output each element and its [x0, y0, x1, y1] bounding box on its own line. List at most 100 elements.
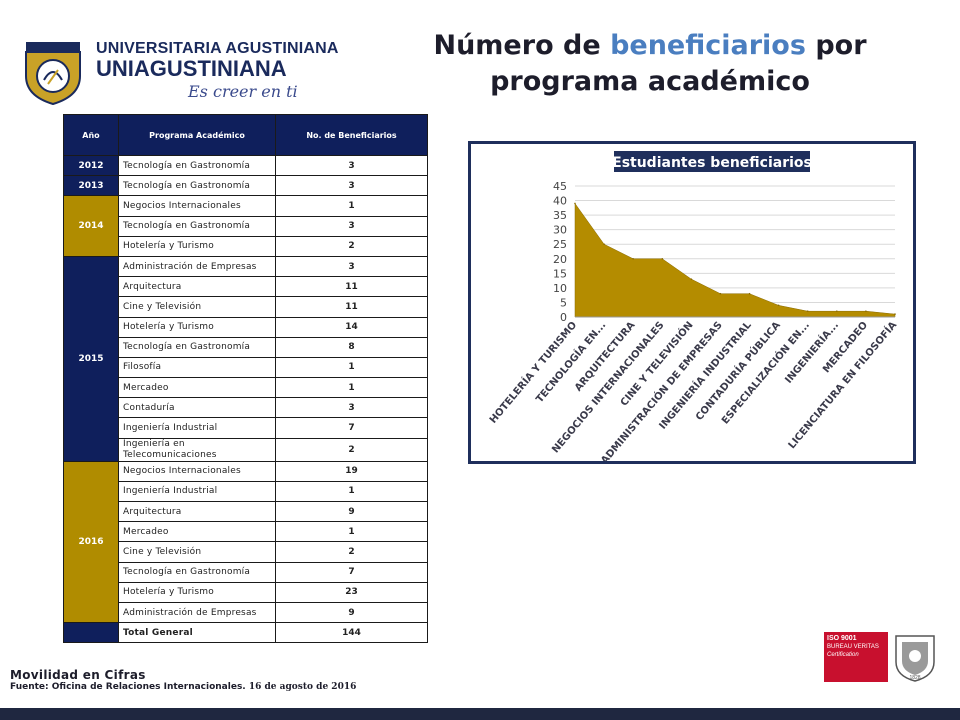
table-row: Contaduría 3 [64, 397, 428, 419]
program-cell: Tecnología en Gastronomía [118, 215, 276, 237]
table-row: 2016 Negocios Internacionales 19 [63, 460, 428, 624]
title-pre: Número de [433, 30, 611, 61]
table-row: Filosofía 1 [64, 356, 428, 379]
table-row: Arquitectura 11 [64, 276, 428, 298]
count-cell: 9 [275, 500, 428, 523]
table-row: Ingeniería Industrial 7 [64, 417, 428, 439]
table-row: 2013 Tecnología en Gastronomía 3 [63, 175, 428, 197]
movilidad-label: Movilidad en Cifras [10, 668, 146, 682]
count-cell: 2 [275, 437, 428, 462]
data-point [777, 304, 780, 307]
program-cell: Arquitectura [118, 500, 276, 523]
data-point [894, 313, 896, 315]
y-tick-label: 40 [553, 195, 567, 208]
shield-icon [25, 42, 81, 106]
year-cell: 2013 [63, 175, 119, 197]
program-cell: Arquitectura [118, 276, 276, 298]
year-cell: 2015 [63, 255, 119, 462]
data-point [661, 257, 664, 260]
area-chart: Estudiantes beneficiarios051015202530354… [486, 151, 899, 461]
program-cell: Administración de Empresas [118, 255, 276, 278]
count-cell: 11 [275, 276, 428, 298]
count-cell: 3 [275, 397, 428, 419]
beneficiaries-table: Año Programa Académico No. de Beneficiar… [63, 114, 428, 644]
table-row: Arquitectura 9 [64, 500, 428, 523]
area-series [574, 202, 896, 318]
program-cell: Ingeniería Industrial [118, 480, 276, 503]
program-cell: Mercadeo [118, 521, 276, 543]
table-row: 2014 Negocios Internacionales 1 [63, 195, 428, 257]
count-cell: 14 [275, 316, 428, 338]
count-cell: 1 [275, 356, 428, 379]
program-cell: Filosofía [118, 356, 276, 379]
data-point [603, 243, 605, 246]
program-cell: Tecnología en Gastronomía [118, 336, 276, 358]
table-row: Hotelería y Turismo 2 [64, 235, 428, 257]
table-row: Cine y Televisión 11 [64, 296, 428, 318]
university-logo: UNIVERSITARIA AGUSTINIANA UNIAGUSTINIANA… [20, 40, 338, 110]
y-tick-label: 5 [560, 296, 567, 309]
count-cell: 3 [275, 215, 428, 237]
data-point [574, 202, 576, 205]
count-cell: 3 [275, 255, 428, 278]
total-label: Total General [118, 622, 276, 644]
bureau-veritas-seal-icon: 1828 [895, 635, 935, 682]
program-cell: Tecnología en Gastronomía [118, 175, 276, 197]
y-tick-label: 15 [553, 267, 567, 280]
university-tagline: Es creer en ti [188, 82, 298, 101]
count-cell: 1 [275, 521, 428, 543]
table-row: Ingeniería Industrial 1 [64, 480, 428, 503]
program-cell: Hotelería y Turismo [118, 581, 276, 603]
title-line2: programa académico [490, 66, 810, 97]
certification-badge: ISO 9001 BUREAU VERITAS Certification 18… [824, 632, 936, 682]
data-point [865, 310, 867, 312]
page-title: Número de beneficiarios por programa aca… [390, 28, 910, 100]
count-cell: 7 [275, 561, 428, 583]
program-cell: Contaduría [118, 397, 276, 419]
data-point [632, 257, 634, 260]
program-cell: Hotelería y Turismo [118, 316, 276, 338]
y-tick-label: 30 [553, 224, 567, 237]
count-cell: 23 [275, 581, 428, 603]
table-row: Cine y Televisión 2 [64, 541, 428, 563]
data-point [690, 278, 693, 280]
table-row: Mercadeo 1 [64, 521, 428, 543]
table-row: Tecnología en Gastronomía 7 [64, 561, 428, 583]
y-tick-label: 0 [560, 311, 567, 324]
data-point [806, 310, 809, 312]
header-year: Año [63, 114, 119, 156]
program-cell: Tecnología en Gastronomía [118, 561, 276, 583]
iso-label: ISO 9001 [827, 635, 857, 642]
title-highlight: beneficiarios [610, 30, 806, 61]
data-point [836, 310, 838, 312]
total-value: 144 [275, 622, 428, 644]
table-row: Mercadeo 1 [64, 377, 428, 399]
beneficiaries-chart: Estudiantes beneficiarios 0 5 10 15 20 25 30 35 4… [468, 141, 916, 464]
table-total-row: Total General 144 [63, 622, 428, 644]
program-cell: Negocios Internacionales [118, 195, 276, 217]
count-cell: 1 [275, 195, 428, 217]
program-cell: Mercadeo [118, 377, 276, 399]
table-row: Hotelería y Turismo 23 [64, 581, 428, 603]
count-cell: 1 [275, 480, 428, 503]
y-tick-label: 35 [553, 209, 567, 222]
count-cell: 19 [275, 460, 428, 482]
y-tick-label: 25 [553, 238, 567, 251]
table-row: 2012 Tecnología en Gastronomía 3 [63, 154, 428, 177]
program-cell: Negocios Internacionales [118, 460, 276, 482]
bottom-bar [0, 708, 960, 720]
table-row: 2015 Administración de Empresas 3 [63, 255, 428, 462]
count-cell: 8 [275, 336, 428, 358]
header-program: Programa Académico [118, 114, 276, 156]
data-point [719, 292, 722, 295]
cert-label: Certification [827, 652, 859, 658]
count-cell: 9 [275, 601, 428, 624]
source-date: 16 de agosto de 2016 [248, 682, 357, 692]
count-cell: 7 [275, 417, 428, 439]
title-post: por [805, 30, 867, 61]
data-point [748, 292, 751, 295]
iso-badge: ISO 9001 BUREAU VERITAS Certification [824, 632, 888, 682]
count-cell: 2 [275, 235, 428, 257]
university-name-line2: UNIAGUSTINIANA [96, 56, 287, 81]
y-tick-label: 20 [553, 253, 567, 266]
